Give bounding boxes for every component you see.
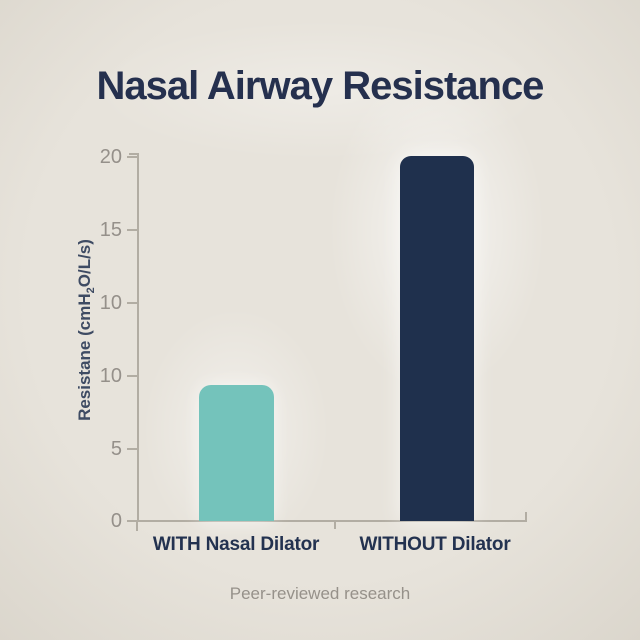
y-tick-mark xyxy=(127,520,137,522)
y-tick: 20 xyxy=(0,147,137,167)
y-tick-mark xyxy=(127,156,137,158)
bar-with-nasal-dilator xyxy=(199,385,274,521)
chart-title: Nasal Airway Resistance xyxy=(96,64,545,108)
x-tick-mark xyxy=(334,521,336,529)
y-tick: 10 xyxy=(0,293,137,313)
y-tick-mark xyxy=(127,448,137,450)
y-tick-label: 10 xyxy=(99,365,122,387)
y-tick-label: 10 xyxy=(99,292,122,314)
y-tick-label: 20 xyxy=(99,146,122,168)
y-tick-mark xyxy=(127,375,137,377)
x-tick-mark xyxy=(136,521,138,531)
y-axis-top-tick xyxy=(129,153,138,155)
y-tick: 0 xyxy=(0,511,137,531)
x-axis-line xyxy=(137,520,527,522)
y-axis-label: Resistane (cmH2O/L/s) xyxy=(75,239,97,421)
y-tick-label: 0 xyxy=(110,510,122,532)
x-axis-end-tick xyxy=(525,512,527,521)
y-tick: 5 xyxy=(0,439,137,459)
bar-without-dilator xyxy=(400,156,474,521)
y-tick-label: 5 xyxy=(110,438,122,460)
x-label-without-dilator: WITHOUT Dilator xyxy=(359,534,511,555)
x-label-with-nasal-dilator: WITH Nasal Dilator xyxy=(152,534,320,555)
y-tick-mark xyxy=(127,302,137,304)
y-tick: 15 xyxy=(0,220,137,240)
y-tick-mark xyxy=(127,229,137,231)
y-axis-label-post: O/L/s) xyxy=(74,239,94,288)
y-axis-line xyxy=(137,153,139,522)
y-tick-label: 15 xyxy=(99,219,122,241)
y-tick: 10 xyxy=(0,366,137,386)
chart-caption: Peer-reviewed research xyxy=(229,584,411,603)
